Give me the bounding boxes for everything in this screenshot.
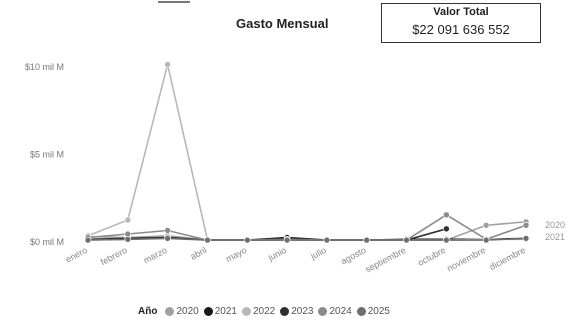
x-tick-label-enero: enero bbox=[64, 245, 89, 265]
point-2022-marzo bbox=[164, 61, 171, 68]
point-2024-octubre bbox=[443, 211, 450, 219]
x-tick-label-diciembre: diciembre bbox=[488, 245, 527, 272]
point-2023-octubre bbox=[443, 225, 450, 233]
y-tick-label-2: $10 mil M bbox=[25, 62, 64, 72]
point-2025-enero bbox=[84, 236, 92, 244]
legend-label: 2020 bbox=[176, 306, 199, 317]
x-tick-label-septiembre: septiembre bbox=[363, 245, 407, 275]
end-label-2021: 2021 bbox=[545, 232, 565, 242]
point-2025-octubre bbox=[443, 236, 450, 244]
legend-item-2021[interactable]: 2021 bbox=[203, 306, 237, 317]
legend-item-2024[interactable]: 2024 bbox=[318, 306, 352, 317]
legend-label: 2023 bbox=[291, 306, 314, 317]
x-tick-label-febrero: febrero bbox=[99, 245, 129, 267]
legend-dot-icon bbox=[165, 307, 175, 316]
point-2025-febrero bbox=[124, 236, 132, 243]
total-value-amount: $22 091 636 552 bbox=[412, 22, 510, 37]
end-label-2020: 2020 bbox=[545, 220, 565, 230]
legend-dot-icon bbox=[241, 307, 251, 316]
x-tick-label-agosto: agosto bbox=[339, 245, 368, 267]
legend-label: 2021 bbox=[214, 306, 237, 317]
point-2020-noviembre bbox=[482, 222, 490, 229]
total-value-card: Valor Total $22 091 636 552 bbox=[381, 3, 541, 43]
legend-label: 2025 bbox=[367, 306, 390, 317]
point-2022-febrero bbox=[124, 216, 132, 224]
point-2024-marzo bbox=[164, 227, 171, 234]
x-tick-label-marzo: marzo bbox=[142, 245, 169, 266]
y-tick-label-1: $5 mil M bbox=[30, 150, 64, 160]
series-line-2022 bbox=[87, 64, 526, 241]
legend-label: 2022 bbox=[252, 306, 276, 317]
point-2025-abril bbox=[204, 236, 211, 244]
point-2025-noviembre bbox=[482, 236, 490, 244]
end-label-layer: 2020 2021 bbox=[545, 220, 565, 242]
series-2025 bbox=[84, 235, 530, 244]
y-tick-label-0: $0 mil M bbox=[30, 237, 64, 247]
x-tick-label-julio: julio bbox=[308, 245, 328, 262]
point-2024-diciembre bbox=[522, 222, 530, 229]
legend-item-2023[interactable]: 2023 bbox=[280, 306, 313, 317]
point-2025-mayo bbox=[244, 236, 251, 244]
series-line-2025 bbox=[87, 237, 527, 241]
x-tick-label-junio: junio bbox=[266, 245, 288, 263]
x-tick-label-abril: abril bbox=[189, 245, 209, 262]
legend-dot-icon bbox=[203, 307, 213, 316]
series-layer bbox=[84, 61, 530, 244]
legend-dot-icon bbox=[318, 307, 328, 316]
legend-dot-icon bbox=[280, 307, 290, 316]
x-tick-label-octubre: octubre bbox=[416, 245, 447, 268]
point-2025-diciembre bbox=[522, 235, 530, 242]
top-handle-mark bbox=[158, 1, 190, 3]
series-2022 bbox=[84, 61, 530, 244]
x-axis: enero febrero marzo abril mayo junio julio agos… bbox=[64, 245, 527, 275]
legend-item-2020[interactable]: 2020 bbox=[165, 306, 199, 317]
point-2025-marzo bbox=[164, 235, 171, 242]
point-2025-julio bbox=[323, 236, 331, 244]
x-tick-label-noviembre: noviembre bbox=[445, 245, 487, 274]
chart-title: Gasto Mensual bbox=[236, 16, 329, 31]
legend-item-2022[interactable]: 2022 bbox=[241, 306, 276, 317]
legend-title: Año bbox=[138, 306, 158, 317]
legend: Año 2020 2021 2022 2023 2024 2025 bbox=[138, 306, 390, 317]
y-axis: $0 mil M $5 mil M $10 mil M bbox=[25, 62, 64, 247]
legend-label: 2024 bbox=[329, 306, 352, 317]
point-2025-septiembre bbox=[403, 236, 410, 244]
x-tick-label-mayo: mayo bbox=[224, 245, 248, 264]
point-2025-junio bbox=[283, 236, 291, 244]
legend-item-2025[interactable]: 2025 bbox=[356, 306, 390, 317]
total-value-title: Valor Total bbox=[433, 6, 489, 18]
point-2025-agosto bbox=[363, 236, 371, 244]
legend-dot-icon bbox=[356, 307, 366, 316]
